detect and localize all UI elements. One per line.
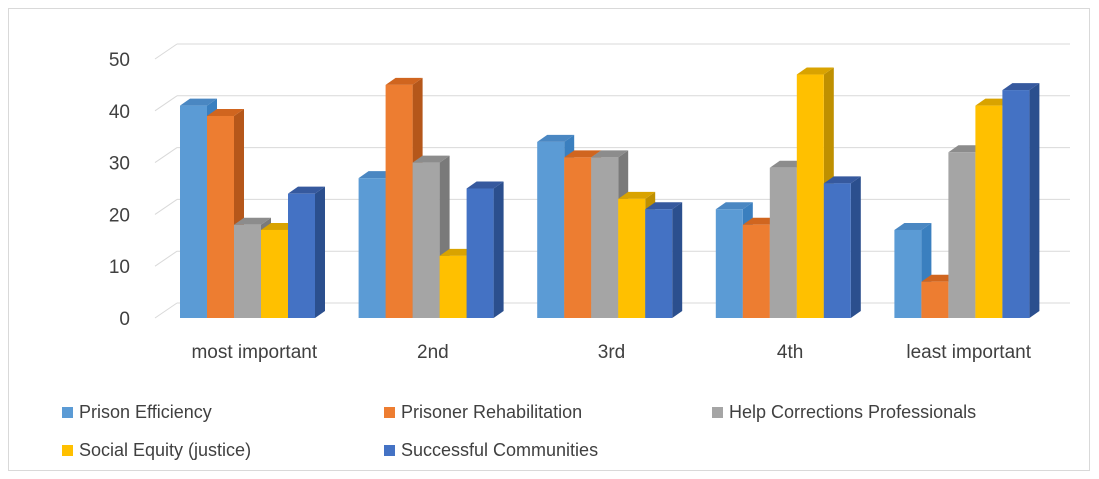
x-tick-label: 4th <box>777 342 803 363</box>
bar <box>466 188 494 318</box>
bar <box>921 281 949 318</box>
bar <box>537 141 565 318</box>
bar <box>796 74 824 318</box>
legend-item-prison-efficiency: Prison Efficiency <box>62 402 212 423</box>
gridline-depth <box>154 198 178 215</box>
legend-swatch <box>384 445 395 456</box>
bar-top <box>466 181 504 189</box>
legend-swatch <box>712 407 723 418</box>
bar-side <box>850 176 861 318</box>
bar <box>645 209 673 318</box>
bar <box>975 105 1003 319</box>
bar <box>769 167 797 318</box>
gridline-depth <box>154 302 178 319</box>
bar <box>207 115 234 318</box>
bar-side <box>1029 83 1040 318</box>
bar <box>894 229 922 318</box>
bar <box>412 162 440 318</box>
bar-top <box>207 108 244 116</box>
bar-top <box>564 150 602 158</box>
legend-item-help-corrections-professionals: Help Corrections Professionals <box>712 402 976 423</box>
bar-top <box>1002 83 1040 91</box>
bar-top <box>537 134 575 142</box>
bar <box>742 224 770 318</box>
x-tick-label: least important <box>906 342 1031 363</box>
y-tick-label: 40 <box>109 102 130 123</box>
bar <box>261 229 288 318</box>
legend-label: Successful Communities <box>401 440 599 460</box>
gridline-depth <box>154 147 178 164</box>
bar <box>439 255 467 318</box>
bar-top <box>180 98 217 106</box>
bar <box>180 105 207 319</box>
bar <box>234 224 261 318</box>
y-tick-label: 30 <box>109 154 130 175</box>
bar <box>564 157 592 318</box>
bar-top <box>412 155 450 163</box>
bar <box>288 193 315 318</box>
bar <box>358 178 386 318</box>
bar-side <box>493 181 504 318</box>
x-tick-label: 3rd <box>598 342 625 363</box>
y-tick-label: 20 <box>109 205 130 226</box>
gridline-depth <box>154 250 178 267</box>
bar-top <box>796 67 834 75</box>
bar <box>385 84 413 319</box>
bar <box>715 209 743 318</box>
legend-item-social-equity: Social Equity (justice) <box>62 440 251 461</box>
bar-side <box>672 202 683 318</box>
legend-swatch <box>62 407 73 418</box>
bar-top <box>715 202 753 210</box>
bar <box>591 157 619 318</box>
legend-label: Social Equity (justice) <box>79 440 252 460</box>
legend-swatch <box>62 445 73 456</box>
bar-top <box>645 202 683 210</box>
y-tick-label: 0 <box>119 309 130 330</box>
y-tick-label: 50 <box>109 50 130 71</box>
legend-label: Prisoner Rehabilitation <box>401 402 583 422</box>
bar-top <box>894 222 932 230</box>
legend-label: Prison Efficiency <box>79 402 212 422</box>
y-tick-label: 10 <box>109 257 130 278</box>
bar-top <box>591 150 629 158</box>
x-tick-label: 2nd <box>417 342 449 363</box>
bar-top <box>823 176 861 184</box>
gridline-depth <box>154 95 178 112</box>
bar <box>823 183 851 318</box>
bar <box>948 152 976 318</box>
legend-label: Help Corrections Professionals <box>729 402 977 422</box>
legend-item-successful-communities: Successful Communities <box>384 440 598 461</box>
bar <box>1002 90 1030 318</box>
bar-top <box>288 186 325 194</box>
bar-top <box>385 77 423 85</box>
bar-top <box>234 217 271 225</box>
legend-swatch <box>384 407 395 418</box>
bar-top <box>618 191 656 199</box>
bar <box>618 198 646 318</box>
gridline-depth <box>154 43 178 60</box>
x-tick-label: most important <box>191 342 317 363</box>
bar-side <box>315 186 325 318</box>
legend-item-prisoner-rehabilitation: Prisoner Rehabilitation <box>384 402 582 423</box>
